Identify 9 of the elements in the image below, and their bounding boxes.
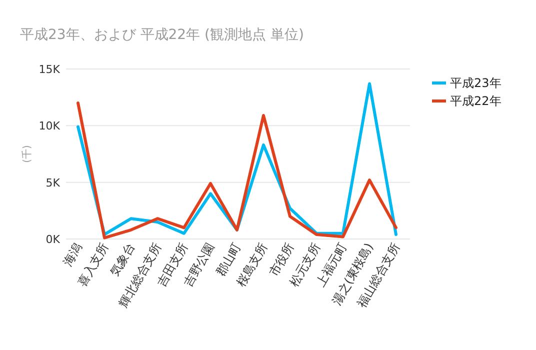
x-tick-label: 海潟: [60, 240, 85, 268]
legend-label: 平成23年: [450, 76, 502, 90]
y-tick-label: 10K: [38, 120, 61, 133]
y-tick-label: 15K: [38, 63, 61, 76]
y-tick-label: 0K: [46, 233, 61, 246]
y-tick-label: 5K: [46, 176, 61, 190]
y-axis-title: (千): [21, 145, 33, 163]
legend-label: 平成22年: [450, 94, 502, 108]
chart-title: 平成23年、および 平成22年 (観測地点 単位): [20, 27, 304, 43]
